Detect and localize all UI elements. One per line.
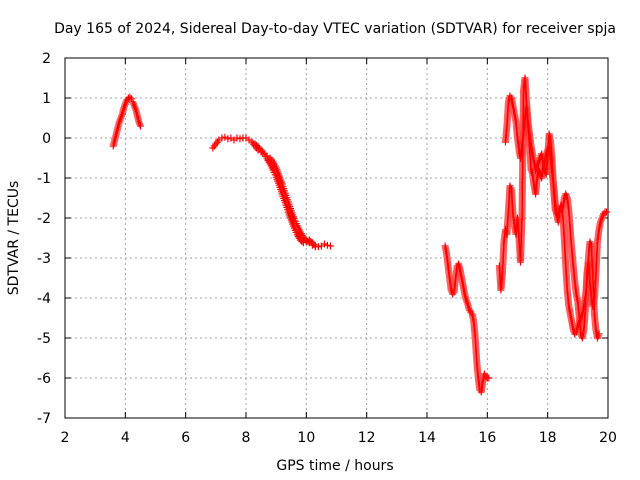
series-segment-3 <box>441 242 493 396</box>
series-segment-1 <box>109 93 144 150</box>
data-point <box>326 242 334 250</box>
data-points <box>109 74 610 396</box>
data-point <box>221 133 229 141</box>
data-point <box>323 241 331 249</box>
x-tick-label: 20 <box>599 430 617 446</box>
y-tick-label: -5 <box>37 331 51 347</box>
y-tick-label: -4 <box>37 291 51 307</box>
data-point <box>320 240 328 248</box>
y-tick-labels: 2 1 0 -1 -2 -3 -4 -5 -6 -7 <box>37 51 51 427</box>
x-tick-label: 2 <box>61 430 70 446</box>
chart-title: Day 165 of 2024, Sidereal Day-to-day VTE… <box>54 21 616 37</box>
data-point <box>602 208 610 216</box>
x-axis-label: GPS time / hours <box>276 458 393 474</box>
data-point <box>136 122 144 130</box>
series-segment-4b <box>501 92 603 342</box>
x-tick-label: 14 <box>418 430 436 446</box>
series-segment-2b <box>248 138 319 251</box>
plot-frame <box>64 57 609 419</box>
data-point <box>236 135 244 143</box>
y-tick-label: -3 <box>37 251 51 267</box>
data-point <box>595 330 603 338</box>
y-tick-label: -7 <box>37 411 51 427</box>
x-tick-label: 12 <box>358 430 376 446</box>
x-tick-label: 10 <box>297 430 315 446</box>
data-point <box>126 93 134 101</box>
data-point <box>124 94 132 102</box>
data-point <box>304 237 312 245</box>
x-tick-labels: 2 4 6 8 10 12 14 16 18 20 <box>61 430 617 446</box>
y-tick-label: -6 <box>37 371 51 387</box>
data-point <box>127 95 135 103</box>
data-point <box>485 374 493 382</box>
y-tick-label: -1 <box>37 171 51 187</box>
y-tick-label: 2 <box>42 51 51 67</box>
x-tick-label: 6 <box>181 430 190 446</box>
data-point <box>311 243 319 251</box>
x-tick-label: 18 <box>539 430 557 446</box>
grid-lines <box>65 58 608 418</box>
y-tick-label: 1 <box>42 91 51 107</box>
data-point <box>224 135 232 143</box>
data-point <box>308 241 316 249</box>
data-point <box>218 134 226 142</box>
y-tick-label: -2 <box>37 211 51 227</box>
y-axis-label: SDTVAR / TECUs <box>6 181 22 296</box>
x-tick-label: 16 <box>478 430 496 446</box>
x-tick-label: 4 <box>121 430 130 446</box>
data-point <box>233 134 241 142</box>
series-segment-2a <box>209 133 334 251</box>
y-tick-label: 0 <box>42 131 51 147</box>
x-tick-label: 8 <box>242 430 251 446</box>
